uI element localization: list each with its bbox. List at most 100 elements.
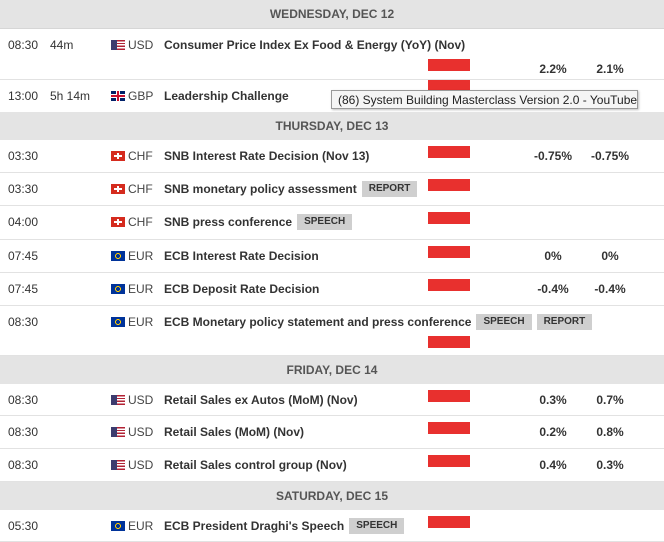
impact-bar <box>428 422 470 434</box>
event-name[interactable]: ECB Interest Rate Decision <box>164 249 319 263</box>
value: 2.1% <box>596 62 624 76</box>
event-name[interactable]: Consumer Price Index Ex Food & Energy (Y… <box>164 38 466 52</box>
value: -0.75% <box>590 149 630 163</box>
currency: EUR <box>128 315 154 329</box>
value: -0.75% <box>533 149 573 163</box>
value: 0.8% <box>596 425 624 439</box>
event: Consumer Price Index Ex Food & Energy (Y… <box>164 35 465 55</box>
flag <box>111 284 125 294</box>
event: Leadership Challenge <box>164 86 289 106</box>
currency: EUR <box>128 249 154 263</box>
currency: CHF <box>128 215 153 229</box>
value: -0.4% <box>594 282 626 296</box>
value: -0.4% <box>537 282 569 296</box>
event: SNB Interest Rate Decision (Nov 13) <box>164 146 369 166</box>
impact-bar <box>428 455 470 467</box>
event: Retail Sales control group (Nov) <box>164 455 347 475</box>
currency: USD <box>128 425 154 439</box>
event: SNB press conference SPEECH <box>164 212 353 232</box>
currency: CHF <box>128 149 153 163</box>
currency: EUR <box>128 282 154 296</box>
impact-bar <box>428 516 470 528</box>
currency: USD <box>128 38 154 52</box>
flag <box>111 460 125 470</box>
impact-bar <box>428 390 470 402</box>
time: 07:45 <box>8 249 39 263</box>
value: 0.3% <box>596 458 624 472</box>
time: 07:45 <box>8 282 39 296</box>
value: 0.3% <box>539 393 567 407</box>
event-row[interactable]: 08:30 USD Retail Sales ex Autos (MoM) (N… <box>0 384 664 416</box>
impact-bar <box>428 179 470 191</box>
day-header: THURSDAY, DEC 13 <box>0 112 664 141</box>
flag <box>111 251 125 261</box>
event-name[interactable]: Retail Sales ex Autos (MoM) (Nov) <box>164 393 358 407</box>
event-row[interactable]: 03:30 CHF SNB Interest Rate Decision (No… <box>0 140 664 173</box>
day-header: FRIDAY, DEC 14 <box>0 356 664 385</box>
time: 08:30 <box>8 425 39 439</box>
event-row[interactable]: 05:30 EUR ECB President Draghi's Speech S… <box>0 510 664 542</box>
day-header: WEDNESDAY, DEC 12 <box>0 0 664 29</box>
event-name[interactable]: Retail Sales (MoM) (Nov) <box>164 425 305 439</box>
flag <box>111 184 125 194</box>
flag <box>111 91 125 101</box>
time: 04:00 <box>8 215 39 229</box>
time: 08:30 <box>8 458 39 472</box>
currency: USD <box>128 393 154 407</box>
tag[interactable]: REPORT <box>361 181 418 197</box>
event-name[interactable]: Leadership Challenge <box>164 89 289 103</box>
countdown: 5h 14m <box>50 89 91 103</box>
impact-bar <box>428 246 470 258</box>
time: 08:30 <box>8 393 39 407</box>
currency: EUR <box>128 519 154 533</box>
countdown: 44m <box>50 38 74 52</box>
event-row[interactable]: 08:30 EUR ECB Monetary policy statement … <box>0 306 664 356</box>
event-row[interactable]: 07:45 EUR ECB Interest Rate Decision 0% … <box>0 240 664 273</box>
event-name[interactable]: SNB Interest Rate Decision (Nov 13) <box>164 149 370 163</box>
event: Retail Sales (MoM) (Nov) <box>164 422 304 442</box>
event-row[interactable]: 08:30 44m USD Consumer Price Index Ex Fo… <box>0 29 664 80</box>
event-row[interactable]: 03:30 CHF SNB monetary policy assessment… <box>0 173 664 206</box>
value: 0.7% <box>596 393 624 407</box>
value: 0% <box>544 249 562 263</box>
flag <box>111 151 125 161</box>
tag[interactable]: SPEECH <box>297 214 353 230</box>
event-name[interactable]: ECB Monetary policy statement and press … <box>164 315 472 329</box>
event-row[interactable]: 08:30 USD Retail Sales (MoM) (Nov) 0.2% … <box>0 416 664 449</box>
tag[interactable]: SPEECH <box>349 518 405 534</box>
value: 0% <box>601 249 619 263</box>
event-row[interactable]: 04:00 CHF SNB press conference SPEECH <box>0 206 664 240</box>
time: 13:00 <box>8 89 39 103</box>
tag[interactable]: REPORT <box>536 314 593 330</box>
impact-bar <box>428 80 470 90</box>
event: ECB President Draghi's Speech SPEECH <box>164 516 405 536</box>
time: 05:30 <box>8 519 39 533</box>
currency: USD <box>128 458 154 472</box>
event-name[interactable]: ECB President Draghi's Speech <box>164 519 345 533</box>
time: 03:30 <box>8 182 39 196</box>
flag <box>111 521 125 531</box>
event: ECB Monetary policy statement and press … <box>164 312 593 332</box>
flag <box>111 395 125 405</box>
impact-bar <box>428 279 470 291</box>
value: 0.4% <box>539 458 567 472</box>
tag[interactable]: SPEECH <box>476 314 532 330</box>
currency: GBP <box>128 89 154 103</box>
event-name[interactable]: SNB press conference <box>164 215 293 229</box>
currency: CHF <box>128 182 153 196</box>
day-header: SATURDAY, DEC 15 <box>0 482 664 511</box>
event-row[interactable]: 08:30 USD Retail Sales control group (No… <box>0 449 664 482</box>
event: SNB monetary policy assessment REPORT <box>164 179 418 199</box>
time: 08:30 <box>8 38 39 52</box>
event: ECB Deposit Rate Decision <box>164 279 319 299</box>
event: ECB Interest Rate Decision <box>164 246 319 266</box>
impact-bar <box>428 336 470 348</box>
event-name[interactable]: SNB monetary policy assessment <box>164 182 357 196</box>
event-name[interactable]: Retail Sales control group (Nov) <box>164 458 347 472</box>
impact-bar <box>428 59 470 71</box>
event-row[interactable]: 07:45 EUR ECB Deposit Rate Decision -0.4… <box>0 273 664 306</box>
event-name[interactable]: ECB Deposit Rate Decision <box>164 282 320 296</box>
event: Retail Sales ex Autos (MoM) (Nov) <box>164 390 358 410</box>
time: 08:30 <box>8 315 39 329</box>
